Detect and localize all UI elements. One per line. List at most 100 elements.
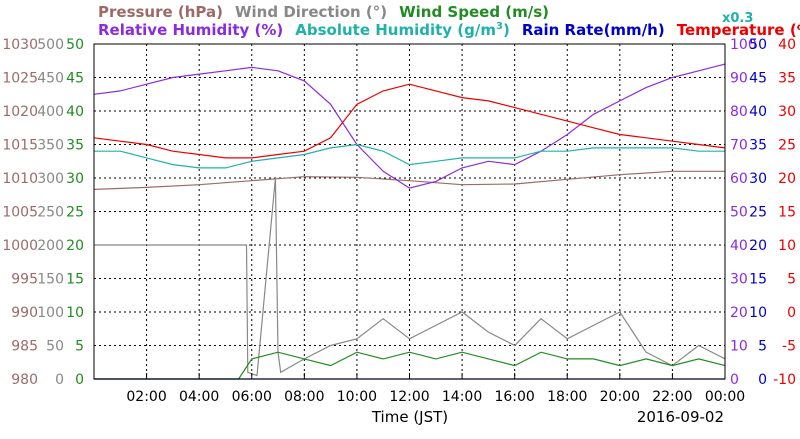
temperature-tick-label: 0 [787, 305, 796, 321]
series-line-relative-humidity [93, 63, 726, 189]
rain-rate-tick-label: 50 [749, 37, 767, 53]
wind-speed-tick-label: 5 [75, 339, 84, 355]
wind-speed-tick-label: 15 [66, 272, 84, 288]
rain-rate-tick-label: 5 [758, 339, 767, 355]
pressure-tick-label: 1025 [2, 71, 38, 87]
x-tick-label: 08:00 [284, 389, 324, 405]
humidity-tick-label: 40 [730, 238, 748, 254]
legend-entry: Wind Direction (°) [235, 3, 387, 21]
pressure-tick-label: 985 [11, 339, 38, 355]
temperature-tick-label: -5 [782, 339, 796, 355]
pressure-tick-label: 990 [11, 305, 38, 321]
rain-rate-tick-label: 25 [749, 205, 767, 221]
wind-speed-tick-label: 40 [66, 104, 84, 120]
series-line-absolute-humidity-g-m3 [94, 143, 725, 169]
axes: 02:00 04:00 06:00 08:00 10:00 12:00 14:00 16:00… [2, 37, 796, 405]
humidity-tick-label: 30 [730, 272, 748, 288]
wind-speed-tick-label: 20 [66, 238, 84, 254]
wind-speed-tick-label: 0 [75, 372, 84, 388]
wind-direction-tick-label: 450 [37, 71, 64, 87]
x-tick-label: 06:00 [232, 389, 272, 405]
wind-speed-tick-label: 30 [66, 171, 84, 187]
wind-speed-tick-label: 35 [66, 138, 84, 154]
wind-direction-tick-label: 150 [37, 272, 64, 288]
pressure-tick-label: 980 [11, 372, 38, 388]
legend-entry: Relative Humidity (%) [98, 21, 283, 39]
rain-rate-tick-label: 30 [749, 171, 767, 187]
humidity-tick-label: 10 [730, 339, 748, 355]
humidity-tick-label: 90 [730, 71, 748, 87]
legend-entry: Absolute Humidity (g/m [295, 21, 496, 39]
rain-rate-tick-label: 10 [749, 305, 767, 321]
humidity-tick-label: 50 [730, 205, 748, 221]
series-line-temperature-oc [93, 83, 726, 159]
rain-rate-tick-label: 40 [749, 104, 767, 120]
legend-entry: Temperature ( [677, 21, 797, 39]
humidity-tick-label: 0 [730, 372, 739, 388]
x-tick-label: 10:00 [337, 389, 377, 405]
x-tick-label: 04:00 [179, 389, 219, 405]
temperature-tick-label: 10 [778, 238, 796, 254]
temperature-tick-label: 40 [778, 37, 796, 53]
x-tick-label: 02:00 [126, 389, 166, 405]
wind-speed-tick-label: 10 [66, 305, 84, 321]
rain-rate-tick-label: 45 [749, 71, 767, 87]
rain-rate-tick-label: 15 [749, 272, 767, 288]
wind-direction-tick-label: 200 [37, 238, 64, 254]
wind-direction-tick-label: 0 [55, 372, 64, 388]
x-tick-label: 20:00 [600, 389, 640, 405]
rain-rate-tick-label: 20 [749, 238, 767, 254]
temperature-tick-label: 20 [778, 171, 796, 187]
x-tick-label: 00:00 [705, 389, 745, 405]
humidity-tick-label: 60 [730, 171, 748, 187]
legend-degree: o [797, 22, 800, 33]
temperature-tick-label: 25 [778, 138, 796, 154]
humidity-tick-label: 20 [730, 305, 748, 321]
humidity-tick-label: 70 [730, 138, 748, 154]
temperature-tick-label: 15 [778, 205, 796, 221]
legend-superscript: 3 [496, 21, 503, 32]
legend-entry-tail: ) [503, 21, 510, 39]
wind-direction-tick-label: 350 [37, 138, 64, 154]
wind-direction-tick-label: 400 [37, 104, 64, 120]
wind-direction-tick-label: 250 [37, 205, 64, 221]
legend-row: Pressure (hPa) Wind Direction (°) Wind Spe… [98, 3, 549, 21]
humidity-tick-label: 80 [730, 104, 748, 120]
pressure-tick-label: 1020 [2, 104, 38, 120]
legend-entry: Wind Speed (m/s) [399, 3, 549, 21]
x-tick-label: 18:00 [547, 389, 587, 405]
series-line-wind-speed-m-s [94, 351, 726, 380]
x-tick-label: 22:00 [652, 389, 692, 405]
wind-direction-tick-label: 50 [46, 339, 64, 355]
temperature-tick-label: 35 [778, 71, 796, 87]
wind-speed-tick-label: 25 [66, 205, 84, 221]
wind-speed-tick-label: 50 [66, 37, 84, 53]
rain-rate-tick-label: 35 [749, 138, 767, 154]
legend-entry: Rain Rate(mm/h) [522, 21, 665, 39]
x-tick-label: 14:00 [442, 389, 482, 405]
date-label: 2016-09-02 [637, 408, 724, 426]
series-line-pressure-hpa [93, 170, 725, 190]
humidity-tick-label: 100 [730, 37, 757, 53]
rain-rate-tick-label: 0 [758, 372, 767, 388]
wind-speed-tick-label: 45 [66, 71, 84, 87]
grid [94, 44, 725, 379]
pressure-tick-label: 1015 [2, 138, 38, 154]
pressure-tick-label: 1030 [2, 37, 38, 53]
pressure-tick-label: 995 [11, 272, 38, 288]
legend-entry: Pressure (hPa) [98, 3, 223, 21]
temperature-tick-label: 30 [778, 104, 796, 120]
x-tick-label: 16:00 [494, 389, 534, 405]
pressure-tick-label: 1000 [2, 238, 38, 254]
legend-row: Relative Humidity (%) Absolute Humidity (… [98, 21, 800, 39]
series-line-wind-direction [94, 177, 726, 377]
x-axis-label: Time (JST) [371, 408, 448, 426]
x-tick-label: 12:00 [389, 389, 429, 405]
pressure-tick-label: 1005 [2, 205, 38, 221]
legend: Pressure (hPa) Wind Direction (°) Wind Spe… [98, 3, 800, 39]
wind-direction-tick-label: 300 [37, 171, 64, 187]
wind-direction-tick-label: 100 [37, 305, 64, 321]
abs-humidity-scale-note: x0.3 [722, 11, 753, 26]
